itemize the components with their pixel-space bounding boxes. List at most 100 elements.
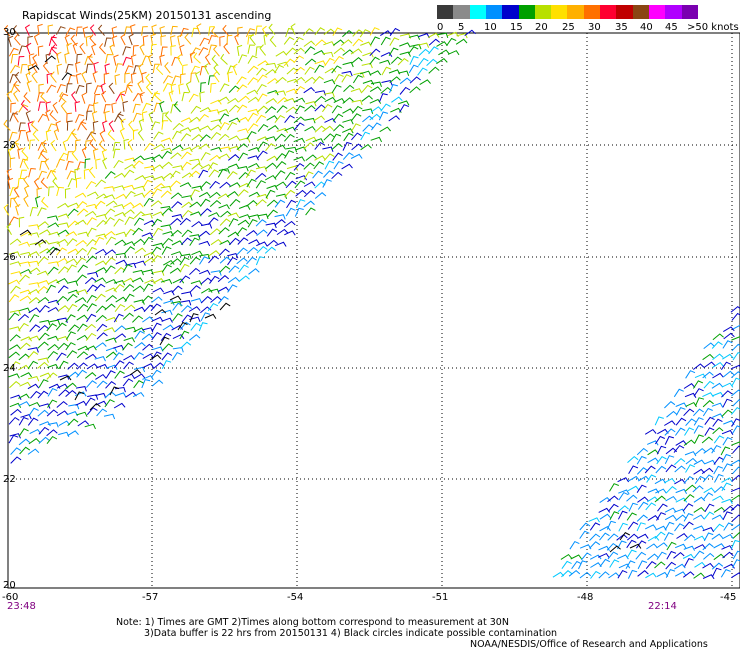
wind-barb xyxy=(598,571,610,579)
wind-barb xyxy=(9,197,17,208)
wind-barb xyxy=(703,552,715,560)
wind-barb xyxy=(257,60,269,67)
wind-barb xyxy=(161,208,173,216)
wind-barb xyxy=(198,47,209,56)
wind-barb xyxy=(188,334,201,341)
wind-barb xyxy=(274,214,286,220)
wind-barb xyxy=(702,543,714,551)
wind-barb xyxy=(255,166,268,172)
wind-barb xyxy=(599,558,611,567)
wind-barb xyxy=(28,335,40,341)
wind-barb xyxy=(437,32,449,39)
wind-barb xyxy=(10,285,21,294)
wind-barb xyxy=(141,333,154,341)
wind-barb xyxy=(12,25,20,37)
wind-barb xyxy=(285,180,297,189)
wind-barb xyxy=(64,188,71,199)
wind-barb xyxy=(204,313,217,319)
wind-barb xyxy=(150,121,161,131)
wind-barb xyxy=(75,139,81,150)
wind-barb xyxy=(284,150,294,159)
wind-barb xyxy=(18,241,31,247)
wind-barb xyxy=(266,155,279,162)
wind-barb xyxy=(702,353,714,361)
wind-barb xyxy=(378,111,389,121)
wind-barb xyxy=(113,279,126,286)
wind-barb xyxy=(229,198,241,207)
wind-barb xyxy=(75,61,81,73)
wind-barb xyxy=(28,260,40,267)
wind-barb xyxy=(248,214,261,220)
wind-barb xyxy=(20,251,32,258)
wind-barb xyxy=(732,351,740,361)
wind-barb xyxy=(647,535,660,542)
wind-barb xyxy=(189,189,200,198)
wind-barb xyxy=(324,160,335,170)
legend-label: 5 xyxy=(458,22,465,33)
wind-barb xyxy=(104,171,116,179)
wind-barb xyxy=(656,445,667,455)
wind-barb xyxy=(23,195,29,208)
wind-barb xyxy=(210,99,222,105)
wind-barb xyxy=(655,488,667,494)
legend-label: 15 xyxy=(510,22,523,33)
wind-barb xyxy=(711,341,723,349)
wind-barb xyxy=(571,560,582,570)
wind-barb xyxy=(141,379,151,389)
wind-barb xyxy=(626,494,638,502)
wind-barb xyxy=(723,326,735,333)
wind-barb xyxy=(33,33,40,46)
wind-barb xyxy=(133,217,145,226)
wind-barb xyxy=(180,305,192,313)
wind-barb xyxy=(626,549,637,559)
wind-barb xyxy=(314,192,327,199)
wind-barb xyxy=(64,34,70,46)
wind-barb xyxy=(29,428,42,435)
wind-barb xyxy=(644,465,656,474)
wind-barb xyxy=(119,127,125,140)
wind-barb xyxy=(731,474,740,482)
wind-barb xyxy=(418,57,429,66)
wind-barb xyxy=(314,104,326,112)
wind-barb xyxy=(84,55,93,66)
wind-barb xyxy=(171,285,183,293)
wind-barb xyxy=(38,436,50,444)
wind-barb xyxy=(275,76,287,84)
lon-label-57: -57 xyxy=(142,592,159,603)
wind-barb xyxy=(693,408,704,417)
wind-barb xyxy=(153,143,165,150)
wind-barb xyxy=(208,109,220,115)
wind-barb xyxy=(77,303,89,312)
wind-barb xyxy=(711,514,724,520)
wind-barb xyxy=(342,49,354,56)
wind-barb xyxy=(134,260,146,266)
wind-barb xyxy=(380,36,391,46)
wind-barb xyxy=(675,497,688,503)
wind-barb xyxy=(86,246,97,256)
wind-barb xyxy=(160,35,166,46)
wind-barb xyxy=(57,202,69,209)
wind-barb xyxy=(694,475,706,484)
wind-barb xyxy=(711,533,723,540)
wind-barb xyxy=(142,179,153,189)
wind-barb xyxy=(209,275,220,284)
wind-barb xyxy=(123,26,132,36)
wind-barb xyxy=(209,199,222,207)
wind-barb xyxy=(607,551,619,560)
wind-barb xyxy=(199,256,210,265)
wind-barb xyxy=(67,362,79,370)
wind-barb xyxy=(314,95,326,103)
wind-barb xyxy=(171,201,183,209)
wind-barb xyxy=(74,297,87,303)
wind-barb xyxy=(20,413,32,420)
wind-barb xyxy=(76,53,83,64)
wind-barb xyxy=(607,495,619,503)
wind-barb xyxy=(79,42,86,55)
wind-barb xyxy=(361,95,373,102)
wind-barb xyxy=(606,542,618,551)
legend-swatch xyxy=(551,5,568,19)
wind-barb xyxy=(219,265,231,274)
wind-barb xyxy=(184,33,192,45)
wind-barb xyxy=(37,113,48,123)
wind-barb xyxy=(96,408,108,417)
